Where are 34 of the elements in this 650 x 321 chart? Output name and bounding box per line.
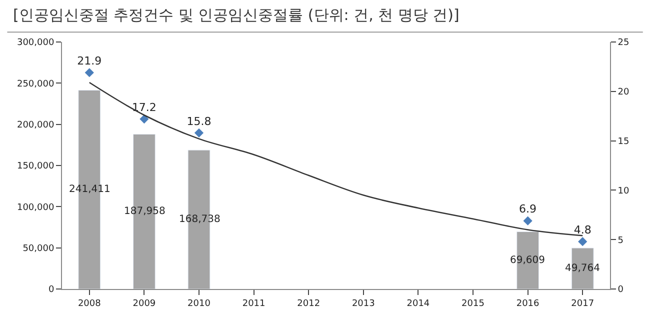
x-tick-label: 2013 [352,298,375,309]
x-tick-label: 2008 [78,298,102,309]
x-tick-label: 2015 [462,298,484,309]
y-tick-label: 50,000 [22,244,54,254]
chart-title: [인공임신중절 추정건수 및 인공임신중절률 (단위: 건, 천 명당 건)] [13,6,460,24]
data-label: 4.8 [574,223,592,236]
point [523,216,532,226]
y-tick-label: 200,000 [16,120,54,130]
x-tick-label: 2009 [132,298,156,309]
y-tick-label: 300,000 [16,38,54,48]
point [140,114,149,124]
data-label: 6.9 [519,202,537,216]
x-tick-label: 2017 [571,298,594,309]
x-tick-label: 2011 [242,298,266,309]
y-tick-label: 250,000 [16,79,54,90]
point [194,128,204,138]
data-label: 21.9 [77,54,102,68]
y2-tick-label: 15 [618,136,630,147]
x-tick-label: 2012 [297,298,320,309]
x-tick-label: 2010 [188,298,211,309]
y2-tick-label: 20 [618,88,630,98]
data-label: 17.2 [132,100,156,114]
y-tick-label: 150,000 [16,162,54,172]
y2-tick-label: 10 [618,186,630,196]
y2-tick-label: 0 [618,285,624,296]
y2-tick-label: 25 [618,38,630,48]
y2-tick-label: 5 [618,236,624,246]
data-label: 15.8 [186,114,212,128]
point [84,68,94,78]
y-tick-label: 0 [48,285,54,296]
point [578,237,588,246]
x-tick-label: 2014 [406,298,430,309]
y-tick-label: 100,000 [16,202,54,213]
x-tick-label: 2016 [516,298,540,309]
